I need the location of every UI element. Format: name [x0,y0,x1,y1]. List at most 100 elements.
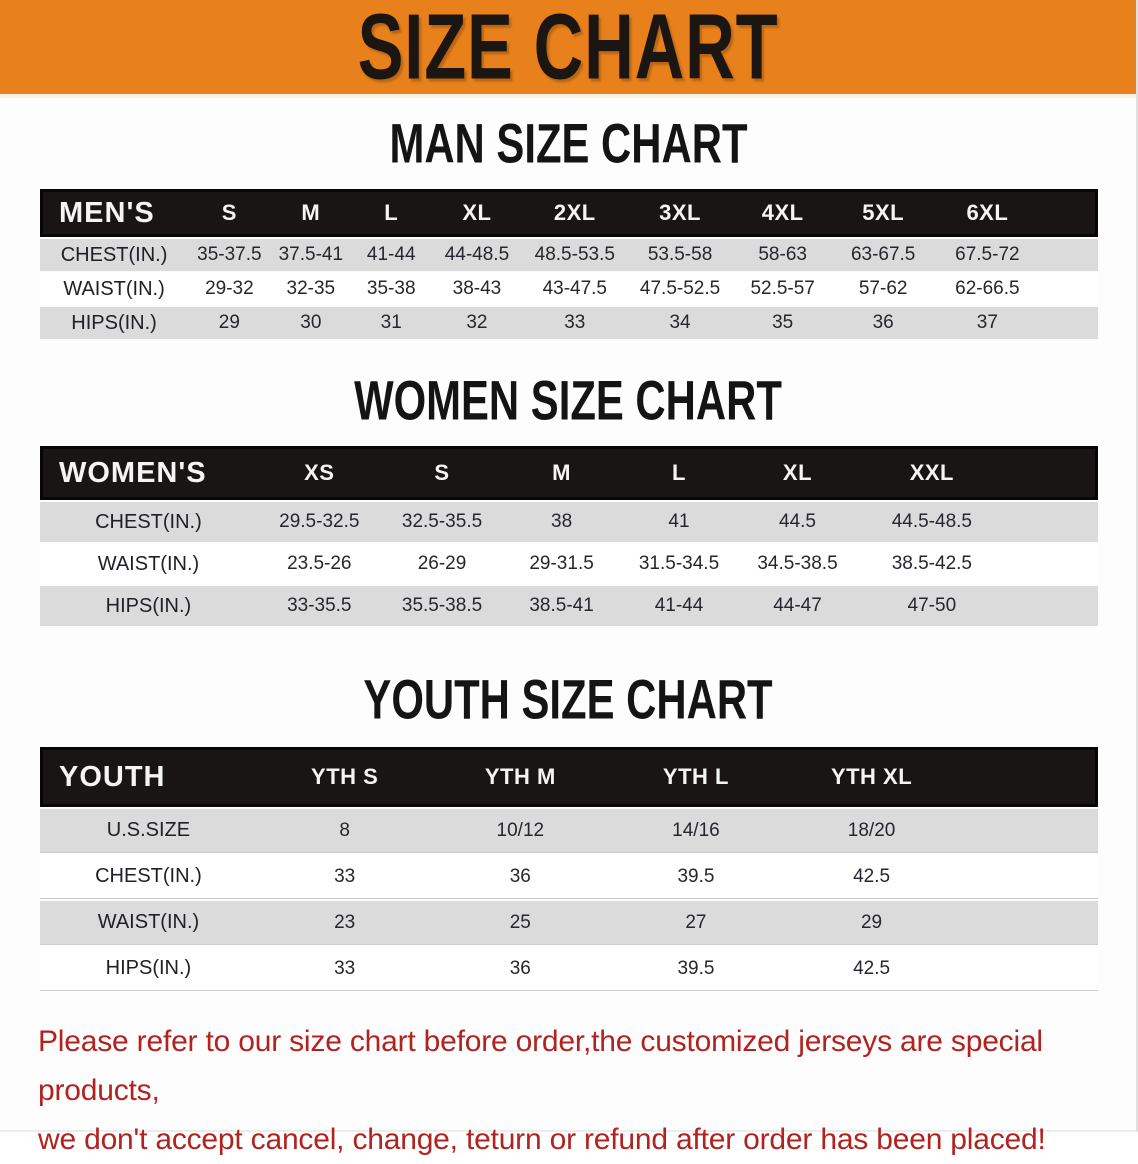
table-cell: 36 [832,307,934,339]
table-cell: 29 [783,901,960,945]
table-cell: 38-43 [431,273,523,305]
table-cell: 39.5 [608,947,784,991]
table-cell: 31 [351,307,432,339]
section-heading-youth-text: YOUTH SIZE CHART [363,667,773,731]
table-cell: 53.5-58 [627,239,733,271]
table-cell: 32 [431,307,523,339]
table-cell-spacer [1005,586,1098,626]
men-chest-row: CHEST(IN.) 35-37.5 37.5-41 41-44 44-48.5… [40,239,1098,271]
table-cell: 27 [608,901,784,945]
table-cell: 38.5-41 [502,586,621,626]
table-cell: 33-35.5 [256,586,382,626]
men-col-header: L [351,189,432,237]
youth-group-label: YOUTH [40,747,257,807]
page-title: SIZE CHART [357,0,779,99]
youth-ussize-row: U.S.SIZE 8 10/12 14/16 18/20 [40,809,1098,853]
table-cell: 33 [522,307,628,339]
row-label: HIPS(IN.) [40,307,189,339]
men-col-header: 4XL [732,189,833,237]
table-cell: 42.5 [783,947,960,991]
table-cell-spacer [959,855,1098,899]
table-cell: 47-50 [857,586,1006,626]
youth-col-header: YTH S [256,747,433,807]
row-label: HIPS(IN.) [40,947,257,991]
table-cell: 38 [502,502,621,542]
women-size-table: WOMEN'S XS S M L XL XXL CHEST(IN.) 29.5-… [40,444,1098,628]
men-col-header: M [270,189,352,237]
table-cell-spacer [959,947,1098,991]
table-cell: 29-31.5 [502,544,621,584]
youth-waist-row: WAIST(IN.) 23 25 27 29 [40,901,1098,945]
table-cell: 43-47.5 [522,273,628,305]
women-col-header: XXL [857,446,1006,500]
men-col-header: S [188,189,271,237]
table-cell-spacer [1005,544,1098,584]
youth-size-table: YOUTH YTH S YTH M YTH L YTH XL U.S.SIZE … [40,745,1098,993]
row-label: HIPS(IN.) [40,586,257,626]
row-label: WAIST(IN.) [40,901,257,945]
table-cell: 48.5-53.5 [522,239,628,271]
men-col-header: 3XL [627,189,733,237]
section-heading-women-text: WOMEN SIZE CHART [354,368,782,432]
women-hips-row: HIPS(IN.) 33-35.5 35.5-38.5 38.5-41 41-4… [40,586,1098,626]
table-cell: 41-44 [620,586,738,626]
row-label: CHEST(IN.) [40,855,257,899]
table-cell: 44-48.5 [431,239,523,271]
table-cell: 44.5 [737,502,858,542]
footer-disclaimer: Please refer to our size chart before or… [38,1017,1136,1164]
table-cell: 32-35 [270,273,352,305]
table-cell: 67.5-72 [933,239,1041,271]
table-cell: 35.5-38.5 [381,586,503,626]
table-cell: 44-47 [737,586,858,626]
women-waist-row: WAIST(IN.) 23.5-26 26-29 29-31.5 31.5-34… [40,544,1098,584]
women-group-label: WOMEN'S [40,446,257,500]
men-col-header: 5XL [832,189,934,237]
table-cell: 36 [432,855,609,899]
table-cell-spacer [1040,273,1098,305]
table-cell: 31.5-34.5 [620,544,738,584]
youth-hips-row: HIPS(IN.) 33 36 39.5 42.5 [40,947,1098,991]
women-col-header: S [381,446,503,500]
row-label: CHEST(IN.) [40,239,189,271]
table-cell: 36 [432,947,609,991]
table-cell: 38.5-42.5 [857,544,1006,584]
table-cell: 47.5-52.5 [627,273,733,305]
table-cell: 33 [256,947,433,991]
women-col-header: XL [737,446,858,500]
table-cell: 37.5-41 [270,239,352,271]
table-cell: 34 [627,307,733,339]
table-cell: 29.5-32.5 [256,502,382,542]
table-cell-spacer [959,809,1098,853]
youth-col-header: YTH L [608,747,784,807]
table-cell: 8 [256,809,433,853]
table-cell: 35 [732,307,833,339]
table-cell-spacer [1040,307,1098,339]
footer-disclaimer-line2: we don't accept cancel, change, teturn o… [38,1123,1046,1156]
section-heading-women: WOMEN SIZE CHART [0,372,1136,428]
men-col-header: 6XL [933,189,1041,237]
table-cell: 35-38 [351,273,432,305]
row-label: U.S.SIZE [40,809,257,853]
men-col-header: XL [431,189,523,237]
row-label: WAIST(IN.) [40,273,189,305]
table-cell: 10/12 [432,809,609,853]
section-heading-youth: YOUTH SIZE CHART [0,671,1136,727]
men-size-table: MEN'S S M L XL 2XL 3XL 4XL 5XL 6XL CHEST… [40,187,1098,341]
section-heading-man: MAN SIZE CHART [0,115,1136,171]
table-cell: 32.5-35.5 [381,502,503,542]
table-cell: 35-37.5 [188,239,271,271]
table-cell: 18/20 [783,809,960,853]
table-cell: 14/16 [608,809,784,853]
table-cell: 26-29 [381,544,503,584]
women-col-header: XS [256,446,382,500]
youth-col-header: YTH M [432,747,609,807]
row-label: WAIST(IN.) [40,544,257,584]
men-header-spacer [1040,189,1098,237]
section-heading-man-text: MAN SIZE CHART [388,111,748,175]
table-cell: 42.5 [783,855,960,899]
table-cell-spacer [959,901,1098,945]
row-label: CHEST(IN.) [40,502,257,542]
women-chest-row: CHEST(IN.) 29.5-32.5 32.5-35.5 38 41 44.… [40,502,1098,542]
table-cell: 63-67.5 [832,239,934,271]
table-cell: 57-62 [832,273,934,305]
